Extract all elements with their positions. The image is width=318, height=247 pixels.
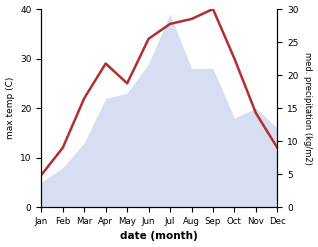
Y-axis label: max temp (C): max temp (C): [5, 77, 15, 139]
Y-axis label: med. precipitation (kg/m2): med. precipitation (kg/m2): [303, 52, 313, 165]
X-axis label: date (month): date (month): [121, 231, 198, 242]
